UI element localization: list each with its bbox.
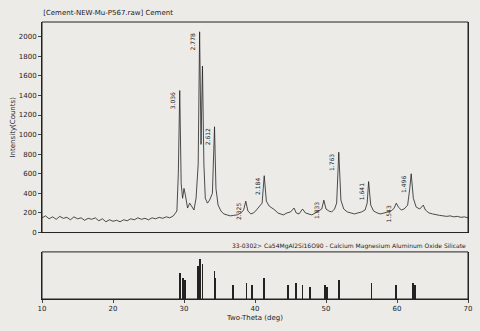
svg-text:800: 800 — [23, 151, 36, 159]
svg-text:1.543: 1.543 — [385, 205, 392, 222]
svg-text:2000: 2000 — [19, 33, 37, 41]
svg-text:0: 0 — [32, 229, 36, 237]
svg-text:2.778: 2.778 — [189, 33, 196, 50]
svg-text:40: 40 — [251, 305, 260, 313]
svg-text:1.496: 1.496 — [400, 176, 407, 193]
svg-text:2.612: 2.612 — [204, 128, 211, 145]
svg-text:1.833: 1.833 — [313, 202, 320, 219]
svg-text:33-0302> Ca54MgAl2Si16O90 - Ca: 33-0302> Ca54MgAl2Si16O90 - Calcium Magn… — [232, 242, 466, 250]
svg-text:30: 30 — [180, 305, 189, 313]
svg-text:60: 60 — [393, 305, 402, 313]
svg-text:2.184: 2.184 — [254, 178, 261, 195]
svg-text:20: 20 — [109, 305, 118, 313]
svg-text:Intensity(Counts): Intensity(Counts) — [9, 97, 17, 158]
svg-text:70: 70 — [464, 305, 473, 313]
svg-text:50: 50 — [322, 305, 331, 313]
svg-text:1000: 1000 — [19, 131, 37, 139]
svg-text:1.641: 1.641 — [358, 183, 365, 200]
svg-text:2.325: 2.325 — [235, 203, 242, 220]
svg-text:600: 600 — [23, 170, 36, 178]
svg-text:1400: 1400 — [19, 92, 37, 100]
svg-text:400: 400 — [23, 190, 36, 198]
svg-text:1.763: 1.763 — [328, 154, 335, 171]
svg-text:3.036: 3.036 — [169, 92, 176, 109]
svg-text:1600: 1600 — [19, 72, 37, 80]
svg-text:1200: 1200 — [19, 111, 37, 119]
svg-text:[Cement-NEW-Mu-P567.raw] Cemen: [Cement-NEW-Mu-P567.raw] Cement — [43, 9, 173, 17]
svg-text:200: 200 — [23, 209, 36, 217]
svg-text:1800: 1800 — [19, 53, 37, 61]
svg-text:10: 10 — [38, 305, 47, 313]
svg-text:Two-Theta (deg): Two-Theta (deg) — [226, 314, 283, 322]
